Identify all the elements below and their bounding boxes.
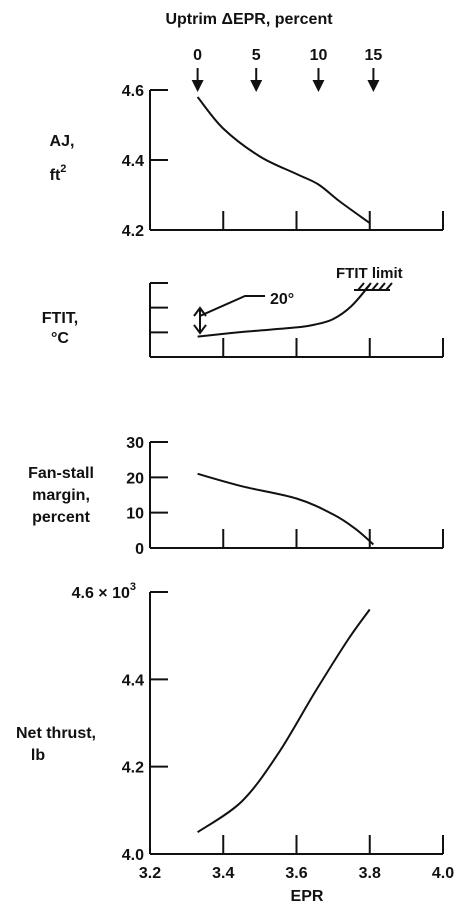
ftit-limit-hatch <box>364 282 372 291</box>
data-curve <box>197 284 371 338</box>
y-tick-label: 4.0 <box>122 847 144 864</box>
y-tick-label: 4.4 <box>122 672 144 689</box>
ftit-limit-hatch <box>371 282 379 291</box>
ftit-limit-hatch <box>385 282 393 291</box>
uptrim-axis: Uptrim ΔEPR, percent 0 5 10 15 <box>165 11 382 92</box>
x-tick-label: 3.4 <box>212 865 234 882</box>
x-tick-label: 3.2 <box>139 865 161 882</box>
panel-aj-ylabel-unit: ft2 <box>50 163 67 184</box>
y-tick-label: 4.6 <box>122 83 144 100</box>
x-tick-label: 4.0 <box>432 865 454 882</box>
uptrim-tick-label: 15 <box>365 47 383 64</box>
uptrim-tick-label: 10 <box>310 47 328 64</box>
x-tick-label: 3.6 <box>285 865 307 882</box>
y-tick-label: 0 <box>135 541 144 558</box>
interval-leader-line <box>199 295 265 317</box>
x-tick-label: 3.8 <box>359 865 381 882</box>
x-axis-tick-labels: 3.2 3.4 3.6 3.8 4.0 <box>139 865 454 882</box>
y-tick-label: 20 <box>126 470 144 487</box>
panel-fan-stall-ylabel-3: percent <box>32 509 90 526</box>
panel-net-thrust: Net thrust, lb 4.0 4.2 4.4 4.6 × 103 <box>16 581 444 864</box>
panel-fan-stall-ylabel-1: Fan-stall <box>28 465 94 482</box>
panel-fan-stall-ylabel-2: margin, <box>32 487 90 504</box>
y-tick-label: 4.2 <box>122 223 144 240</box>
y-tick-label: 30 <box>126 435 144 452</box>
uptrim-tick-group: 0 5 10 15 <box>191 47 383 92</box>
uptrim-arrow-head <box>191 80 204 92</box>
uptrim-arrow-head <box>367 80 380 92</box>
interval-arrow-head-down <box>193 324 207 335</box>
panel-ftit: FTIT, °C FTIT limit 20° <box>42 265 444 358</box>
ftit-limit-hatch <box>378 282 386 291</box>
uptrim-arrow-head <box>250 80 263 92</box>
panel-aj: AJ, ft2 4.2 4.4 4.6 <box>50 83 444 240</box>
x-axis-label: EPR <box>291 888 324 905</box>
panel-aj-ylabel: AJ, <box>50 133 75 150</box>
panel-ftit-ylabel: FTIT, <box>42 310 78 327</box>
panel-ftit-ylabel-unit: °C <box>51 330 69 347</box>
ftit-limit-hatch <box>357 282 365 291</box>
uptrim-arrow-head <box>312 80 325 92</box>
uptrim-tick-label: 5 <box>252 47 261 64</box>
ftit-interval-label: 20° <box>270 291 294 308</box>
panel-fan-stall: Fan-stall margin, percent 0 10 20 30 <box>28 435 444 558</box>
uptrim-axis-label: Uptrim ΔEPR, percent <box>165 11 333 28</box>
data-curve <box>197 608 371 834</box>
y-tick-label: 10 <box>126 506 144 523</box>
y-tick-label: 4.2 <box>122 760 144 777</box>
ftit-limit-label: FTIT limit <box>336 265 403 282</box>
data-curve <box>197 472 375 546</box>
panel-net-thrust-ylabel-2: lb <box>31 747 45 764</box>
panel-net-thrust-ylabel-1: Net thrust, <box>16 725 96 742</box>
uptrim-tick-label: 0 <box>193 47 202 64</box>
y-tick-label: 4.6 × 103 <box>72 581 136 602</box>
data-curve <box>196 96 371 224</box>
y-tick-label: 4.4 <box>122 153 144 170</box>
